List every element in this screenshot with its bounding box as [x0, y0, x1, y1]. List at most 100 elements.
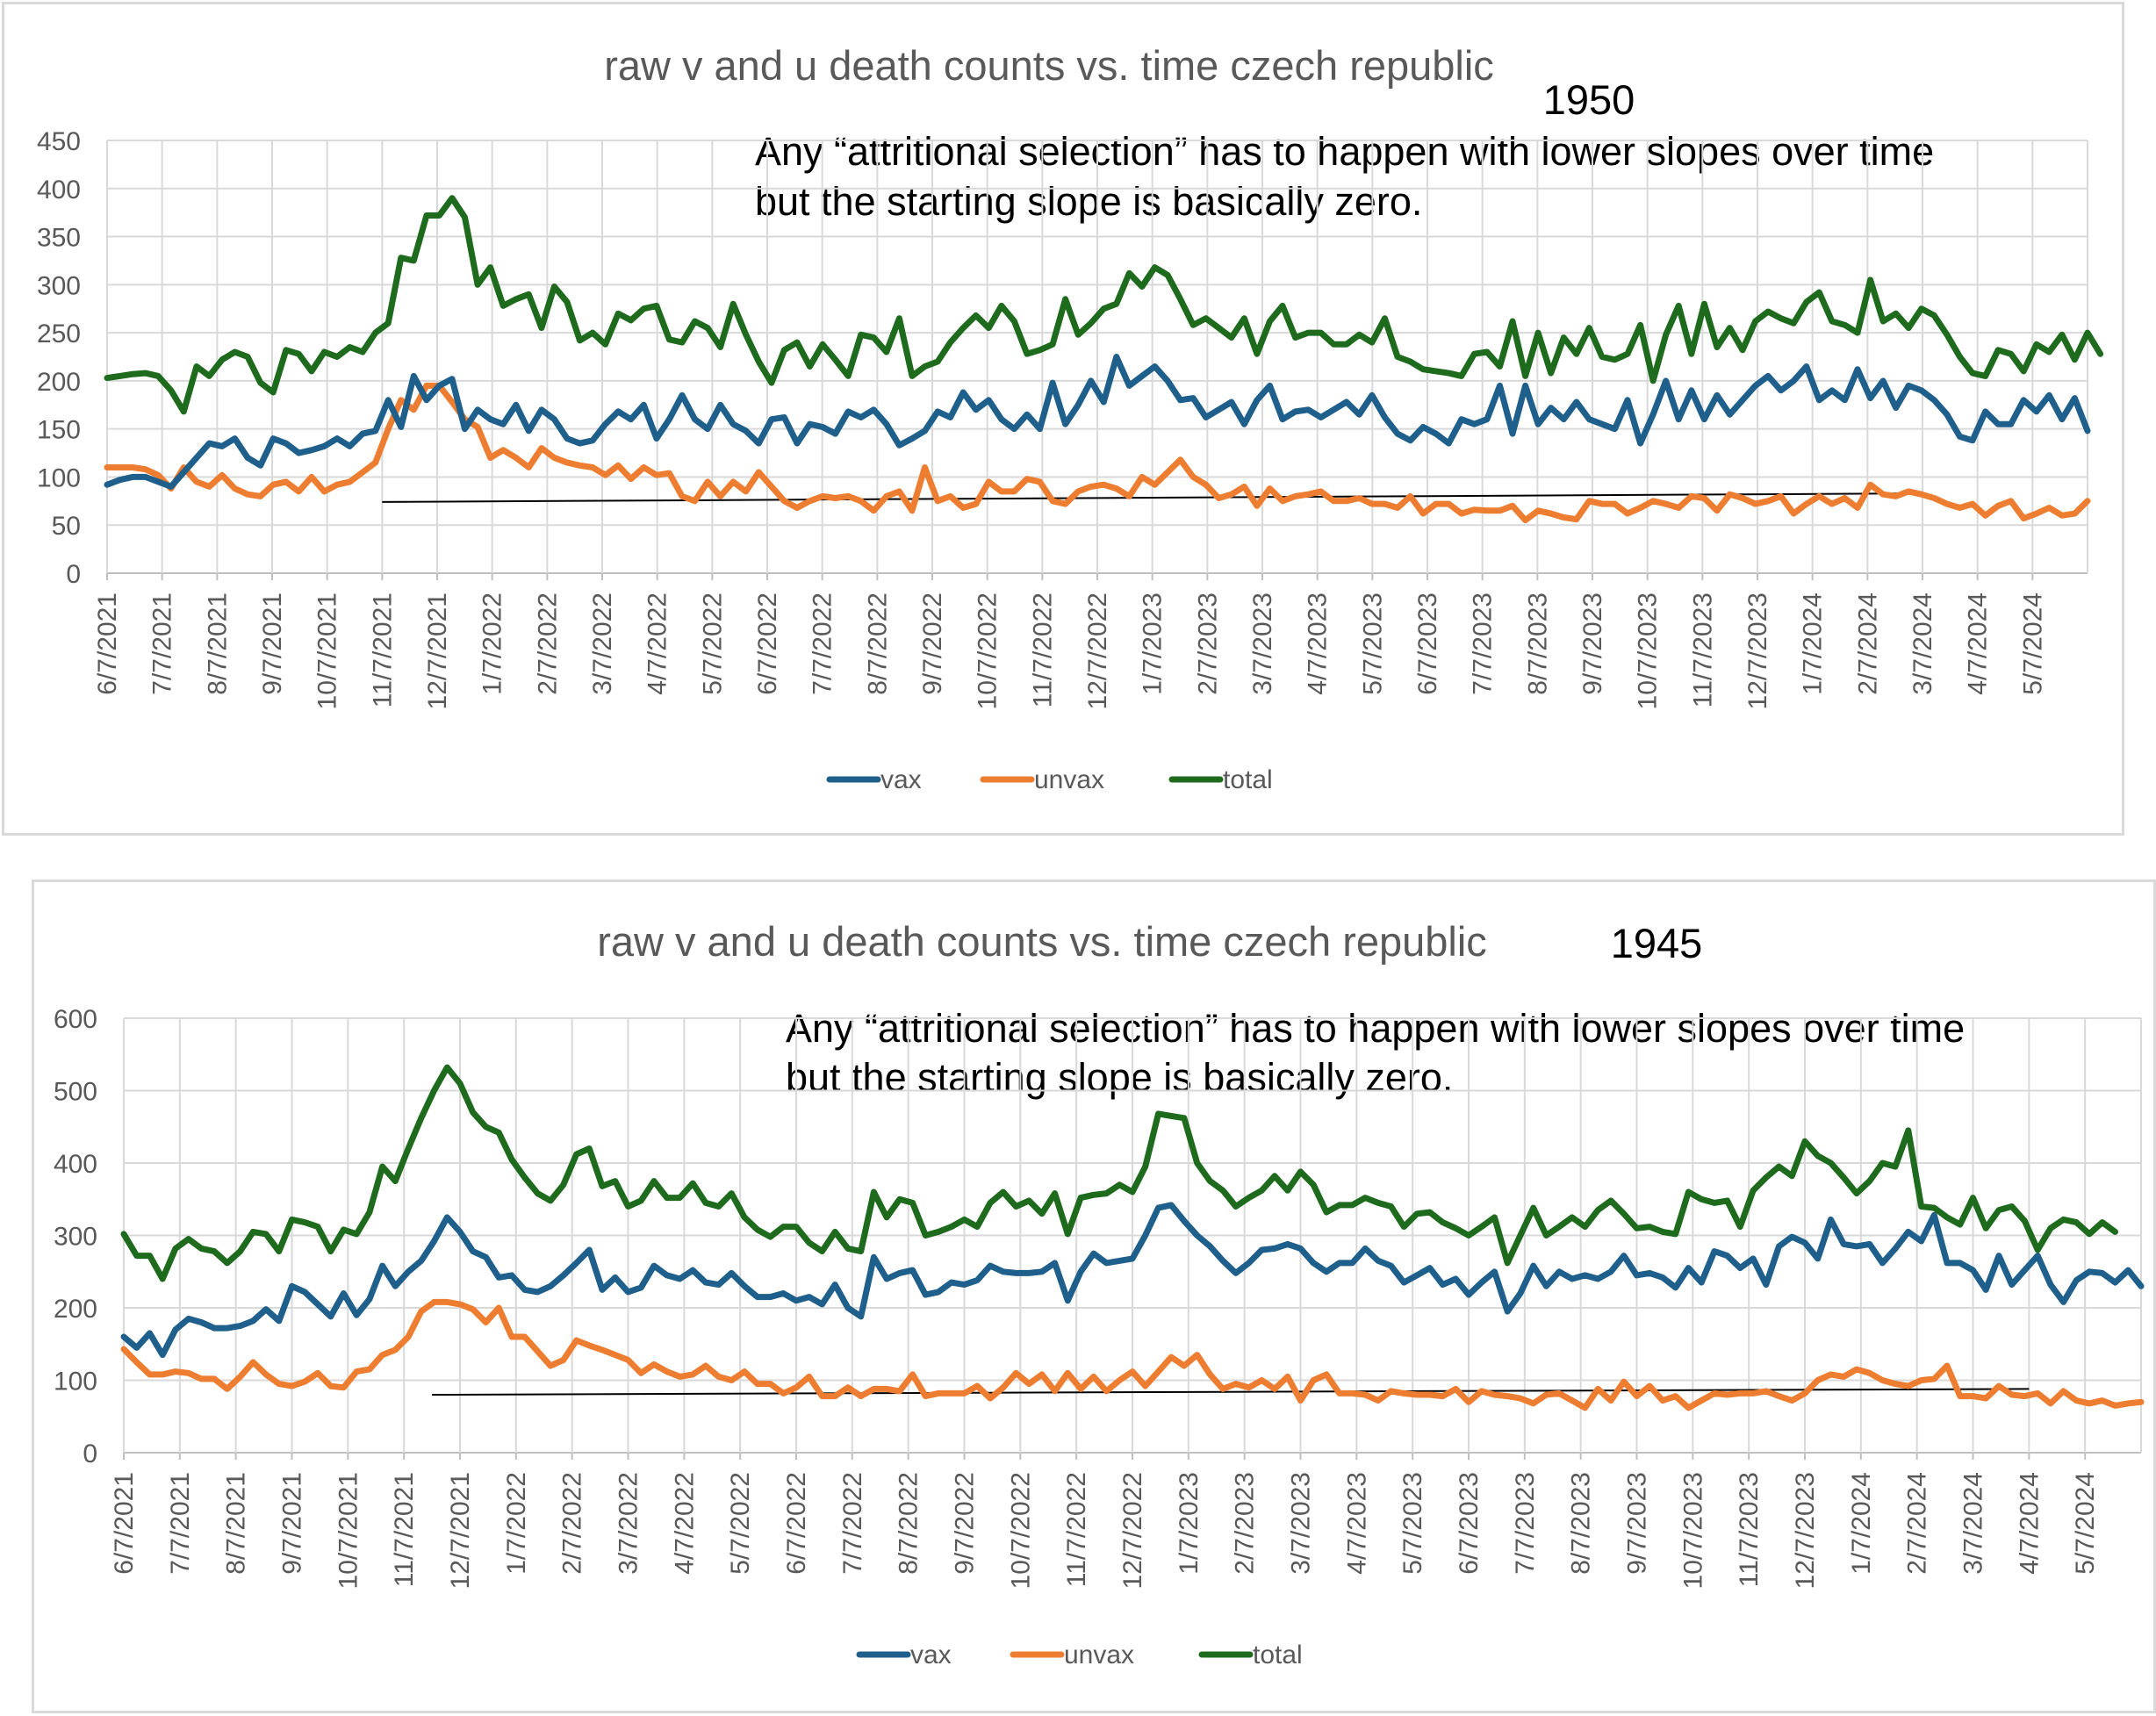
x-tick-label: 9/7/2023 [1578, 592, 1607, 695]
x-tick-label: 8/7/2021 [203, 592, 232, 695]
x-tick-label: 1/7/2024 [1799, 592, 1828, 695]
y-tick-label: 0 [66, 560, 81, 589]
x-tick-label: 1/7/2024 [1847, 1472, 1876, 1575]
x-tick-label: 7/7/2023 [1469, 592, 1498, 695]
y-tick-label: 50 [52, 512, 81, 541]
x-tick-label: 10/7/2021 [313, 592, 342, 709]
x-tick-label: 9/7/2023 [1623, 1472, 1652, 1575]
x-tick-label: 3/7/2023 [1248, 592, 1277, 695]
x-tick-label: 9/7/2022 [951, 1472, 980, 1575]
y-tick-label: 100 [37, 463, 81, 492]
legend-label-total: total [1223, 765, 1273, 794]
x-tick-label: 5/7/2024 [2018, 592, 2047, 695]
x-tick-label: 6/7/2021 [110, 1472, 139, 1575]
x-tick-label: 5/7/2023 [1358, 592, 1387, 695]
x-tick-label: 9/7/2021 [258, 592, 287, 695]
x-tick-label: 1/7/2022 [502, 1472, 531, 1575]
chart-panel-1950: raw v and u death counts vs. time czech … [2, 2, 2124, 836]
x-tick-label: 2/7/2022 [558, 1472, 587, 1575]
y-tick-label: 450 [37, 127, 81, 156]
chart-title: raw v and u death counts vs. time czech … [597, 918, 1487, 965]
x-tick-label: 10/7/2023 [1678, 1472, 1707, 1589]
x-tick-label: 1/7/2022 [478, 592, 507, 695]
x-tick-label: 12/7/2021 [423, 592, 452, 709]
x-tick-label: 12/7/2022 [1083, 592, 1112, 709]
chart-svg-1950: raw v and u death counts vs. time czech … [37, 42, 2104, 794]
y-tick-label: 600 [54, 1005, 97, 1034]
x-tick-label: 4/7/2023 [1342, 1472, 1371, 1575]
x-tick-label: 3/7/2024 [1908, 592, 1937, 695]
x-tick-label: 2/7/2022 [533, 592, 562, 695]
x-tick-label: 2/7/2024 [1903, 1472, 1932, 1575]
x-tick-label: 7/7/2022 [838, 1472, 867, 1575]
x-tick-label: 7/7/2023 [1511, 1472, 1540, 1575]
y-tick-label: 300 [54, 1223, 97, 1252]
x-tick-label: 7/7/2022 [808, 592, 837, 695]
x-tick-label: 11/7/2023 [1735, 1472, 1764, 1587]
x-tick-label: 10/7/2022 [974, 592, 1003, 709]
y-tick-label: 500 [54, 1078, 97, 1107]
x-tick-label: 10/7/2021 [334, 1472, 363, 1589]
x-tick-label: 6/7/2022 [753, 592, 782, 695]
y-tick-label: 0 [83, 1440, 97, 1468]
x-tick-label: 11/7/2023 [1688, 592, 1717, 707]
series-line-total [120, 1064, 2118, 1282]
chart-svg-1945: raw v and u death counts vs. time czech … [54, 918, 2145, 1669]
x-tick-label: 3/7/2023 [1287, 1472, 1316, 1575]
annotation-line-2: but the starting slope is basically zero… [755, 179, 1422, 224]
x-tick-label: 8/7/2022 [863, 592, 892, 695]
x-tick-label: 11/7/2022 [1062, 1472, 1091, 1587]
x-tick-label: 11/7/2022 [1028, 592, 1057, 707]
x-tick-label: 8/7/2022 [895, 1472, 923, 1575]
x-tick-label: 9/7/2021 [278, 1472, 307, 1575]
x-tick-label: 12/7/2023 [1791, 1472, 1820, 1589]
x-tick-label: 6/7/2021 [93, 592, 122, 695]
x-tick-label: 10/7/2023 [1634, 592, 1663, 709]
x-tick-label: 3/7/2022 [588, 592, 617, 695]
x-tick-label: 2/7/2023 [1231, 1472, 1260, 1575]
series-line-vax [120, 1202, 2145, 1359]
trend-line [432, 1388, 2030, 1396]
y-tick-label: 400 [54, 1150, 97, 1179]
annotation-line-1: Any “attritional selection” has to happe… [786, 1006, 1965, 1051]
y-tick-label: 350 [37, 224, 81, 253]
x-tick-label: 8/7/2021 [222, 1472, 251, 1575]
x-tick-label: 3/7/2024 [1959, 1472, 1988, 1575]
x-tick-label: 5/7/2023 [1398, 1472, 1427, 1575]
year-label: 1950 [1543, 76, 1635, 123]
x-tick-label: 12/7/2021 [446, 1472, 475, 1589]
x-tick-label: 4/7/2022 [670, 1472, 699, 1575]
x-tick-label: 2/7/2023 [1193, 592, 1222, 695]
y-tick-label: 100 [54, 1368, 97, 1396]
x-tick-label: 5/7/2024 [2071, 1472, 2100, 1575]
legend-label-unvax: unvax [1034, 765, 1104, 794]
x-tick-label: 6/7/2022 [782, 1472, 811, 1575]
series-line-total [104, 195, 2104, 415]
series-line-unvax [120, 1298, 2145, 1411]
x-tick-label: 2/7/2024 [1853, 592, 1882, 695]
x-tick-label: 8/7/2023 [1523, 592, 1552, 695]
x-tick-label: 5/7/2022 [726, 1472, 755, 1575]
x-tick-label: 8/7/2023 [1567, 1472, 1596, 1575]
x-tick-label: 9/7/2022 [918, 592, 947, 695]
plot-area: 0 100 200 300 400 500 600 6/7/2021 7/7/2021 8/7/2… [54, 1005, 2145, 1589]
x-tick-label: 4/7/2024 [2015, 1472, 2044, 1575]
annotation-line-2: but the starting slope is basically zero… [786, 1055, 1453, 1100]
legend-label-total: total [1253, 1641, 1303, 1669]
x-tick-label: 6/7/2023 [1455, 1472, 1484, 1575]
x-tick-label: 10/7/2022 [1006, 1472, 1035, 1589]
x-tick-label: 11/7/2021 [390, 1472, 419, 1587]
x-tick-label: 3/7/2022 [614, 1472, 643, 1575]
y-tick-label: 200 [37, 368, 81, 397]
legend: vax unvax total [826, 765, 1273, 794]
x-tick-label: 4/7/2022 [643, 592, 672, 695]
legend-label-vax: vax [910, 1641, 952, 1669]
year-label: 1945 [1611, 920, 1703, 966]
trend-line [382, 492, 1923, 503]
x-tick-label: 5/7/2022 [698, 592, 727, 695]
y-tick-label: 200 [54, 1295, 97, 1324]
x-tick-label: 11/7/2021 [368, 592, 397, 707]
legend: vax unvax total [856, 1641, 1303, 1669]
y-tick-label: 250 [37, 320, 81, 348]
chart-title: raw v and u death counts vs. time czech … [604, 42, 1494, 89]
